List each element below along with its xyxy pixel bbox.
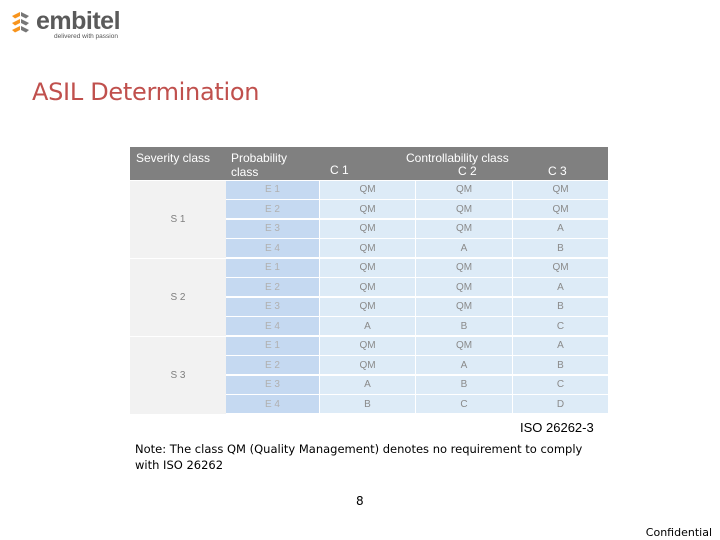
asil-cell: QM: [320, 336, 415, 355]
page-number: 8: [356, 494, 364, 508]
c1-header: C 1: [330, 163, 349, 177]
asil-cell: B: [513, 356, 608, 375]
exposure-cell: E 2: [226, 200, 319, 219]
asil-cell: QM: [320, 356, 415, 375]
exposure-cell: E 1: [226, 180, 319, 199]
severity-header: Severity class: [136, 151, 211, 165]
asil-cell: QM: [513, 180, 608, 199]
page-title: ASIL Determination: [32, 78, 260, 106]
asil-cell: QM: [320, 278, 415, 297]
asil-cell: C: [513, 317, 608, 336]
exposure-cell: E 4: [226, 317, 319, 336]
asil-cell: A: [513, 219, 608, 238]
exposure-cell: E 3: [226, 375, 319, 394]
asil-cell: C: [513, 375, 608, 394]
asil-cell: QM: [416, 180, 512, 199]
asil-cell: A: [416, 239, 512, 258]
source-label: ISO 26262-3: [520, 420, 594, 435]
logo-wordmark: embitel: [36, 7, 121, 35]
exposure-cell: E 1: [226, 258, 319, 277]
asil-cell: A: [513, 278, 608, 297]
logo-mark-icon: [12, 12, 29, 33]
asil-cell: QM: [320, 239, 415, 258]
asil-cell: B: [416, 375, 512, 394]
asil-cell: QM: [416, 278, 512, 297]
asil-cell: A: [416, 356, 512, 375]
asil-cell: A: [320, 317, 415, 336]
asil-cell: QM: [416, 258, 512, 277]
asil-cell: QM: [320, 297, 415, 316]
asil-cell: QM: [320, 200, 415, 219]
asil-cell: QM: [513, 200, 608, 219]
asil-cell: QM: [416, 297, 512, 316]
exposure-cell: E 2: [226, 356, 319, 375]
asil-cell: C: [416, 395, 512, 414]
exposure-cell: E 3: [226, 219, 319, 238]
asil-cell: QM: [416, 219, 512, 238]
severity-cell: S 2: [130, 258, 226, 336]
logo-tagline: delivered with passion: [54, 33, 118, 40]
asil-cell: QM: [320, 258, 415, 277]
asil-cell: A: [320, 375, 415, 394]
c2-header: C 2: [458, 164, 477, 178]
table-header: Severity class Probability class Control…: [130, 147, 608, 180]
confidential-label: Confidential: [645, 526, 712, 539]
note-text: Note: The class QM (Quality Management) …: [135, 442, 583, 472]
exposure-cell: E 3: [226, 297, 319, 316]
asil-cell: QM: [320, 180, 415, 199]
embitel-logo: embitel delivered with passion: [8, 6, 158, 42]
asil-table: Severity class Probability class Control…: [130, 147, 608, 415]
asil-cell: B: [513, 239, 608, 258]
exposure-cell: E 4: [226, 239, 319, 258]
exposure-cell: E 1: [226, 336, 319, 355]
probability-header: Probability class: [231, 151, 288, 179]
asil-cell: QM: [416, 336, 512, 355]
severity-cell: S 3: [130, 336, 226, 414]
asil-cell: D: [513, 395, 608, 414]
exposure-cell: E 4: [226, 395, 319, 414]
asil-cell: QM: [513, 258, 608, 277]
c3-header: C 3: [548, 164, 567, 178]
exposure-cell: E 2: [226, 278, 319, 297]
asil-cell: B: [416, 317, 512, 336]
asil-cell: QM: [320, 219, 415, 238]
severity-cell: S 1: [130, 180, 226, 258]
asil-cell: B: [513, 297, 608, 316]
asil-cell: B: [320, 395, 415, 414]
asil-cell: QM: [416, 200, 512, 219]
asil-cell: A: [513, 336, 608, 355]
controllability-header: Controllability class: [406, 151, 509, 165]
